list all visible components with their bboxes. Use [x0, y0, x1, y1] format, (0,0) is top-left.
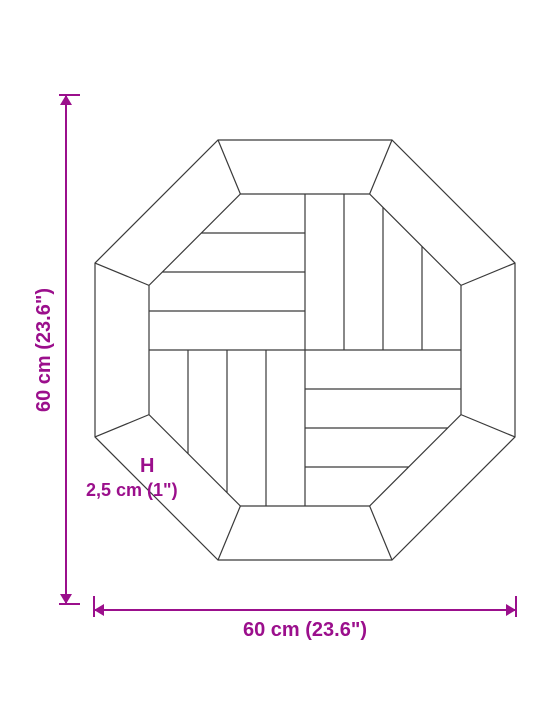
dim-vertical-label: 60 cm (23.6") [33, 288, 55, 412]
frame-edge [370, 506, 392, 560]
dimension-diagram: 60 cm (23.6") 60 cm (23.6") H 2,5 cm (1") [0, 0, 540, 720]
frame-edge [95, 415, 149, 437]
frame-edge [370, 140, 392, 194]
dim-height-letter: H [140, 455, 154, 477]
frame-edge [95, 263, 149, 285]
dim-height-value: 2,5 cm (1") [86, 480, 178, 500]
frame-edge [461, 263, 515, 285]
frame-edge [218, 506, 240, 560]
frame-edge [461, 415, 515, 437]
slats [149, 194, 461, 506]
arrowhead [60, 95, 72, 105]
frame-edge [218, 140, 240, 194]
arrowhead [506, 604, 516, 616]
dim-horizontal-label: 60 cm (23.6") [243, 619, 367, 641]
arrowhead [94, 604, 104, 616]
arrowhead [60, 594, 72, 604]
